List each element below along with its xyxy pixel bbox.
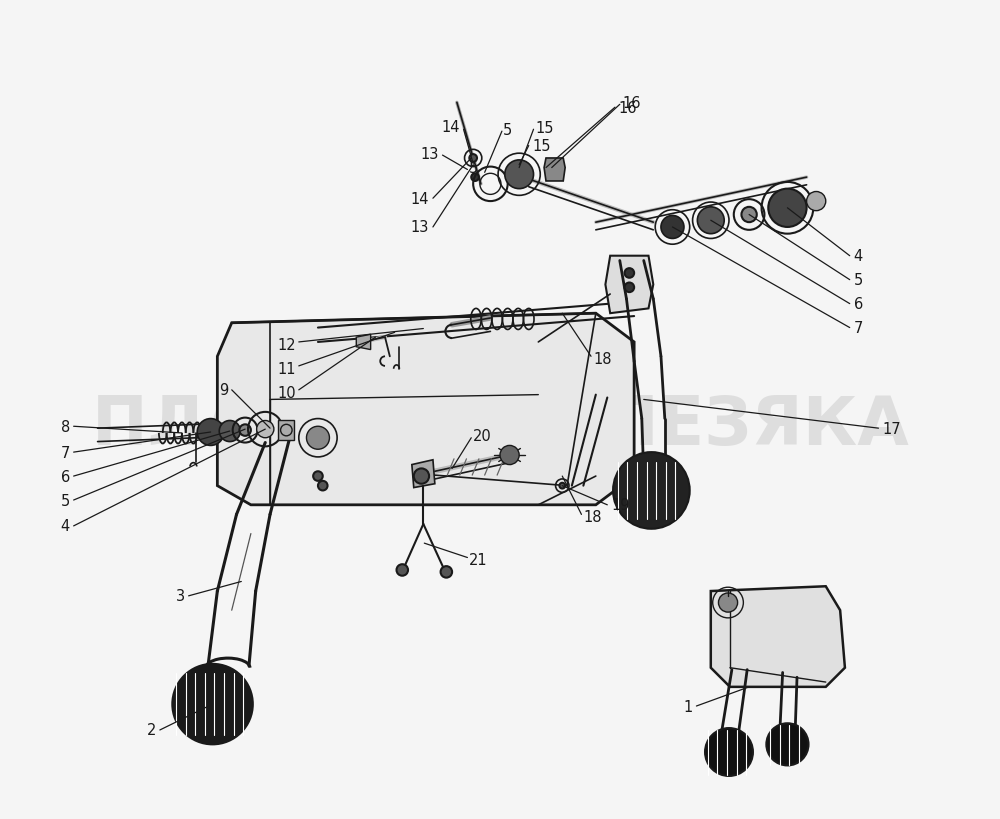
Text: 15: 15 xyxy=(533,139,551,154)
Text: 8: 8 xyxy=(61,419,70,434)
Circle shape xyxy=(625,269,634,278)
Text: 6: 6 xyxy=(61,469,70,484)
Text: 21: 21 xyxy=(469,552,488,568)
Circle shape xyxy=(318,482,328,491)
Circle shape xyxy=(661,216,684,239)
Circle shape xyxy=(414,468,429,484)
Text: 16: 16 xyxy=(619,101,637,115)
Circle shape xyxy=(397,564,408,576)
Text: 13: 13 xyxy=(420,147,439,161)
Circle shape xyxy=(505,161,534,189)
Polygon shape xyxy=(356,335,371,351)
Text: 14: 14 xyxy=(441,120,460,134)
Polygon shape xyxy=(412,460,435,488)
Circle shape xyxy=(766,723,809,766)
Text: 15: 15 xyxy=(535,120,554,136)
Circle shape xyxy=(313,472,323,482)
Text: 7: 7 xyxy=(60,445,70,460)
Text: 5: 5 xyxy=(854,273,863,287)
Polygon shape xyxy=(711,586,845,687)
Circle shape xyxy=(471,174,479,182)
Text: 3: 3 xyxy=(176,589,185,604)
Text: 19: 19 xyxy=(611,498,630,513)
Text: 1: 1 xyxy=(683,699,693,713)
Circle shape xyxy=(718,593,738,613)
Text: 18: 18 xyxy=(583,509,602,524)
Polygon shape xyxy=(544,159,565,182)
Circle shape xyxy=(807,192,826,211)
Text: 12: 12 xyxy=(277,338,296,353)
Text: 5: 5 xyxy=(469,161,478,176)
Circle shape xyxy=(625,283,634,292)
Text: 4: 4 xyxy=(854,249,863,264)
Circle shape xyxy=(741,207,757,223)
Circle shape xyxy=(469,155,477,163)
Text: 13: 13 xyxy=(411,220,429,235)
Circle shape xyxy=(441,567,452,578)
Circle shape xyxy=(306,427,329,450)
Text: 18: 18 xyxy=(593,351,611,366)
Circle shape xyxy=(705,728,753,776)
Circle shape xyxy=(613,453,690,529)
Text: 5: 5 xyxy=(503,123,512,138)
Text: 10: 10 xyxy=(277,386,296,400)
Circle shape xyxy=(257,421,274,438)
Circle shape xyxy=(768,189,807,228)
Text: 6: 6 xyxy=(854,296,863,312)
Circle shape xyxy=(219,421,240,442)
Polygon shape xyxy=(217,314,634,505)
Text: 14: 14 xyxy=(411,192,429,206)
Text: 4: 4 xyxy=(61,518,70,534)
Circle shape xyxy=(197,419,224,446)
Text: 11: 11 xyxy=(277,362,296,377)
Circle shape xyxy=(697,207,724,234)
Text: 9: 9 xyxy=(219,382,228,398)
Text: 16: 16 xyxy=(623,96,641,111)
Circle shape xyxy=(500,446,519,465)
Text: ПЛАНЕТА ЖЕЛЕЗЯКА: ПЛАНЕТА ЖЕЛЕЗЯКА xyxy=(92,392,908,458)
Text: 20: 20 xyxy=(473,429,492,444)
Circle shape xyxy=(239,425,251,437)
Polygon shape xyxy=(278,421,294,440)
Text: 5: 5 xyxy=(61,493,70,508)
Circle shape xyxy=(172,664,253,744)
Text: 7: 7 xyxy=(854,321,863,336)
Circle shape xyxy=(559,483,565,489)
Text: 17: 17 xyxy=(882,421,901,437)
Text: 2: 2 xyxy=(147,722,156,738)
Polygon shape xyxy=(605,256,653,314)
